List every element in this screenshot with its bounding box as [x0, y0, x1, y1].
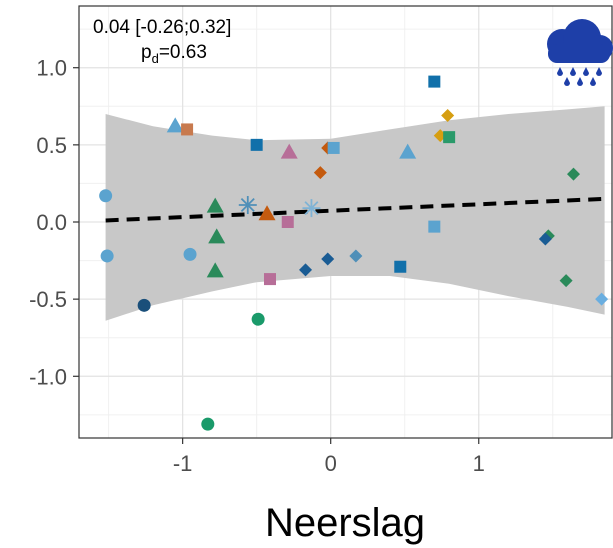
data-point-diamond	[538, 232, 552, 246]
data-point-square	[428, 220, 441, 233]
pd-annotation: pd=0.63	[141, 42, 207, 66]
rain-cloud-icon	[547, 19, 613, 86]
axis-ticks: -1 0 1 -1.0 -0.5 0.0 0.5 1.0	[29, 56, 485, 476]
data-point-triangle	[280, 143, 298, 159]
data-point-diamond	[349, 249, 363, 263]
data-point-diamond	[559, 274, 573, 288]
x-tick-label: -1	[173, 451, 193, 476]
data-point-triangle	[399, 143, 417, 159]
data-point-triangle	[208, 228, 226, 244]
x-axis-label: Neerslag	[265, 501, 425, 545]
data-point-circle	[201, 417, 215, 431]
data-point-diamond	[441, 109, 455, 123]
data-point-circle	[137, 298, 151, 312]
data-point-triangle	[258, 205, 276, 221]
data-point-triangle	[206, 197, 224, 213]
data-point-triangle	[166, 117, 184, 133]
data-point-diamond	[313, 166, 327, 180]
y-tick-label: -1.0	[29, 364, 67, 389]
data-point-square	[181, 123, 194, 136]
data-point-star	[302, 199, 321, 218]
x-tick-label: 0	[325, 451, 337, 476]
data-point-circle	[99, 189, 113, 203]
data-point-diamond	[567, 167, 581, 181]
data-point-square	[394, 260, 407, 273]
data-point-star	[238, 196, 257, 215]
y-tick-label: -0.5	[29, 287, 67, 312]
data-points	[99, 75, 609, 431]
pd-value: =0.63	[159, 42, 207, 63]
data-point-circle	[183, 247, 197, 261]
x-tick-label: 1	[473, 451, 485, 476]
data-point-diamond	[321, 252, 335, 266]
pd-subscript: d	[152, 51, 159, 66]
data-point-square	[428, 75, 441, 88]
data-point-square	[327, 141, 340, 154]
data-point-diamond	[299, 263, 313, 277]
data-point-square	[443, 131, 456, 144]
data-point-square	[263, 273, 276, 286]
pd-prefix: p	[141, 42, 152, 63]
y-tick-label: 0.0	[36, 210, 67, 235]
data-point-triangle	[206, 262, 224, 278]
data-point-diamond	[595, 292, 609, 306]
estimate-annotation: 0.04 [-0.26;0.32]	[93, 17, 231, 38]
data-point-square	[281, 216, 294, 228]
data-point-circle	[100, 249, 114, 263]
data-point-square	[250, 138, 263, 151]
confidence-band	[105, 106, 605, 321]
y-tick-label: 0.5	[36, 133, 67, 158]
y-tick-label: 1.0	[36, 56, 67, 81]
data-point-circle	[251, 312, 265, 326]
